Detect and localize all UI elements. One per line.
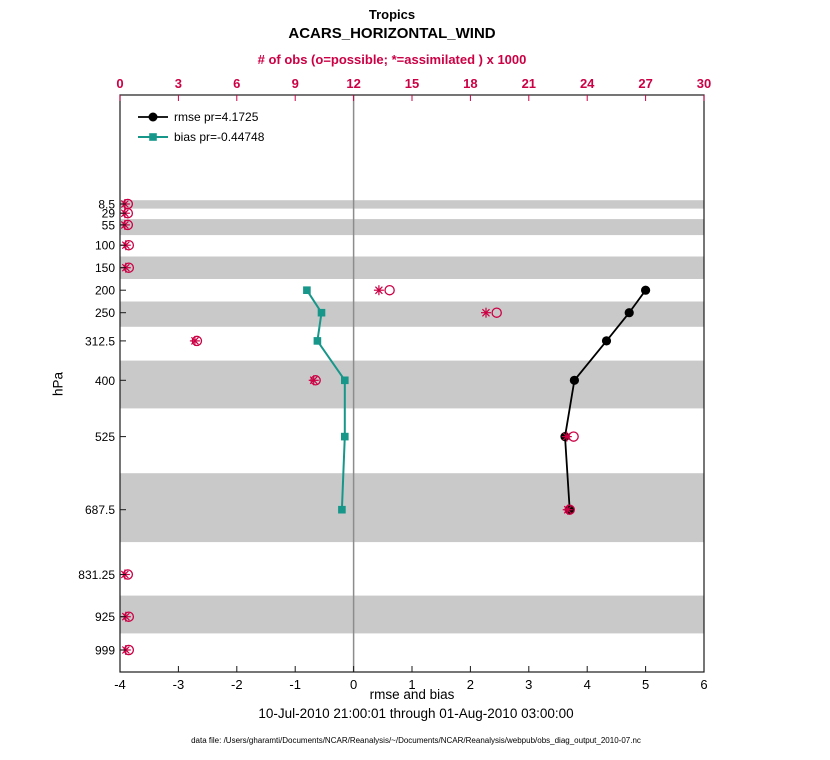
pressure-band	[120, 360, 704, 409]
time-range-caption: 10-Jul-2010 21:00:01 through 01-Aug-2010…	[258, 706, 574, 721]
pressure-tick-label: 250	[95, 306, 115, 320]
bottom-tick-label: 3	[525, 677, 532, 692]
pressure-band	[120, 219, 704, 236]
pressure-band	[120, 256, 704, 279]
bottom-tick-label: -1	[289, 677, 301, 692]
top-tick-label: 15	[405, 76, 419, 91]
rmse-marker	[601, 336, 612, 346]
possible-obs-marker	[491, 307, 502, 318]
top-tick-label: 12	[346, 76, 360, 91]
bias-marker	[317, 308, 326, 317]
pressure-tick-label: 100	[95, 239, 115, 253]
top-tick-label: 30	[697, 76, 711, 91]
rmse-marker	[624, 308, 634, 318]
top-tick-label: 3	[175, 76, 182, 91]
y-axis-label: hPa	[50, 371, 66, 397]
pressure-tick-label: 999	[95, 644, 115, 658]
pressure-tick-label: 312.5	[85, 334, 115, 348]
axes: -4 -3 -2 -1 0 1 2 3 4 5 60 3 6 9 12 15 18 21 24 27 308.52955…	[78, 76, 711, 692]
top-tick-label: 9	[292, 76, 299, 91]
possible-obs-marker	[384, 284, 395, 296]
pressure-tick-label: 925	[95, 610, 115, 624]
top-tick-label: 27	[638, 76, 652, 91]
gray-bands	[120, 200, 704, 634]
legend-rmse-label: rmse pr=4.1725	[174, 110, 259, 124]
bias-series	[303, 286, 349, 514]
rmse-legend-marker	[148, 112, 158, 122]
top-axis-label: # of obs (o=possible; *=assimilated ) x …	[257, 52, 527, 67]
bias-marker	[303, 286, 311, 294]
x-axis-label: rmse and bias	[369, 687, 455, 702]
top-tick-label: 21	[522, 76, 536, 91]
bottom-tick-label: 2	[467, 677, 474, 692]
bottom-tick-label: -2	[231, 677, 243, 692]
top-tick-label: 0	[116, 76, 123, 91]
assimilated-obs-marker	[189, 335, 200, 346]
rmse-line-marker-icon	[138, 112, 168, 122]
pressure-band	[120, 473, 704, 543]
legend-item-bias: bias pr=-0.44748	[138, 127, 264, 147]
rmse-line	[564, 289, 647, 510]
assimilated-obs-marker	[308, 375, 319, 386]
pressure-tick-label: 55	[102, 218, 116, 232]
pressure-tick-label: 8.5	[98, 198, 115, 212]
bias-line-marker-icon	[138, 133, 168, 141]
pressure-tick-label: 831.25	[78, 568, 115, 582]
datafile-caption: data file: /Users/gharamti/Documents/NCA…	[191, 736, 641, 745]
bottom-tick-label: 6	[700, 677, 707, 692]
pressure-tick-label: 150	[95, 261, 115, 275]
bottom-tick-label: 5	[642, 677, 649, 692]
pressure-tick-label: 200	[95, 284, 115, 298]
pressure-tick-label: 29	[102, 207, 116, 221]
bottom-tick-label: 0	[350, 677, 357, 692]
pressure-tick-label: 687.5	[85, 503, 115, 517]
assimilated-obs-marker	[373, 285, 384, 296]
plot-subtitle: ACARS_HORIZONTAL_WIND	[288, 25, 496, 42]
assimilated-obs-marker	[481, 307, 491, 318]
assimilated-obs-marker	[561, 431, 572, 442]
rmse-marker	[569, 375, 580, 385]
bottom-tick-label: -4	[114, 677, 126, 692]
rmse-marker	[641, 285, 651, 295]
bias-marker	[338, 505, 346, 514]
top-tick-label: 18	[463, 76, 477, 91]
pressure-tick-label: 525	[95, 430, 115, 444]
bias-marker	[313, 337, 322, 345]
assimilated-obs-marker	[562, 504, 573, 515]
legend-item-rmse: rmse pr=4.1725	[138, 107, 264, 127]
pressure-band	[120, 301, 704, 327]
bottom-tick-label: 1	[408, 677, 415, 692]
legend: rmse pr=4.1725 bias pr=-0.44748	[138, 107, 264, 147]
legend-bias-label: bias pr=-0.44748	[174, 130, 265, 144]
bias-marker	[341, 376, 349, 385]
pressure-band	[120, 595, 704, 634]
top-tick-label: 24	[580, 76, 595, 91]
plot-title: Tropics	[368, 7, 416, 22]
pressure-tick-label: 400	[95, 374, 115, 388]
bias-marker	[341, 432, 349, 441]
top-tick-label: 6	[233, 76, 240, 91]
bias-legend-marker	[149, 133, 157, 141]
bottom-tick-label: -3	[173, 677, 185, 692]
pressure-band	[120, 200, 704, 209]
bottom-tick-label: 4	[584, 677, 591, 692]
